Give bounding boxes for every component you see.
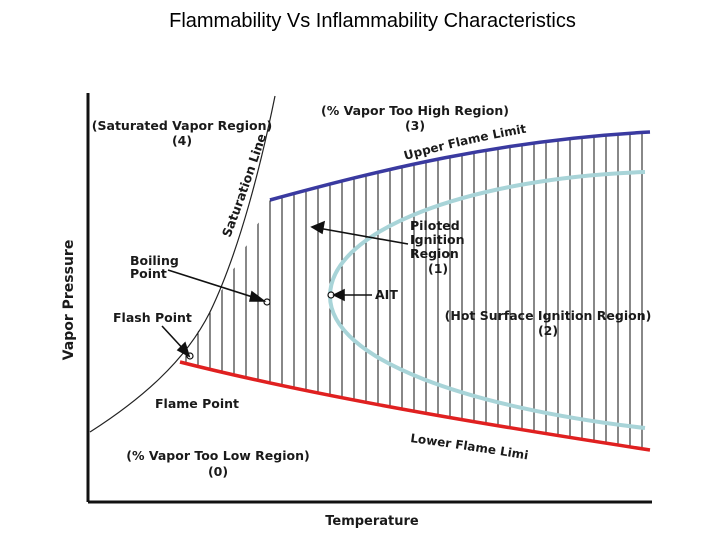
ait-arrowhead <box>332 288 345 302</box>
piloted-label-line1: Piloted <box>410 218 460 233</box>
boiling-point-marker <box>263 298 271 306</box>
saturated-vapor-region-label: (Saturated Vapor Region) <box>92 118 272 133</box>
flash-point-arrowhead <box>176 341 191 358</box>
flame-point-label: Flame Point <box>155 396 239 411</box>
hot-surface-region-number: (2) <box>538 323 558 338</box>
lower-flame-limit-curve <box>179 360 651 452</box>
too-low-region-number: (0) <box>208 464 228 479</box>
saturation-line <box>89 95 276 433</box>
piloted-region-number: (1) <box>428 261 448 276</box>
y-axis-label: Vapor Pressure <box>61 240 77 361</box>
upper-flame-limit-curve <box>269 130 651 202</box>
too-high-region-label: (% Vapor Too High Region) <box>321 103 509 118</box>
flash-point-label: Flash Point <box>113 310 192 325</box>
boiling-point-label-line2: Point <box>130 266 167 281</box>
ait-label: AIT <box>375 287 398 302</box>
piloted-arrow <box>317 227 409 245</box>
hot-surface-region-label: (Hot Surface Ignition Region) <box>445 308 652 323</box>
piloted-label-line3: Region <box>410 246 459 261</box>
boiling-point-arrow <box>167 269 263 301</box>
saturated-vapor-region-number: (4) <box>172 133 192 148</box>
boiling-point-arrowhead <box>249 290 267 302</box>
page-title: Flammability Vs Inflammability Character… <box>169 10 576 32</box>
boiling-point-label-line1: Boiling <box>130 253 179 268</box>
x-axis-label: Temperature <box>325 514 419 529</box>
too-low-region-label: (% Vapor Too Low Region) <box>126 448 309 463</box>
piloted-arrowhead <box>310 220 326 235</box>
piloted-label-line2: Ignition <box>410 232 465 247</box>
too-high-region-number: (3) <box>405 118 425 133</box>
